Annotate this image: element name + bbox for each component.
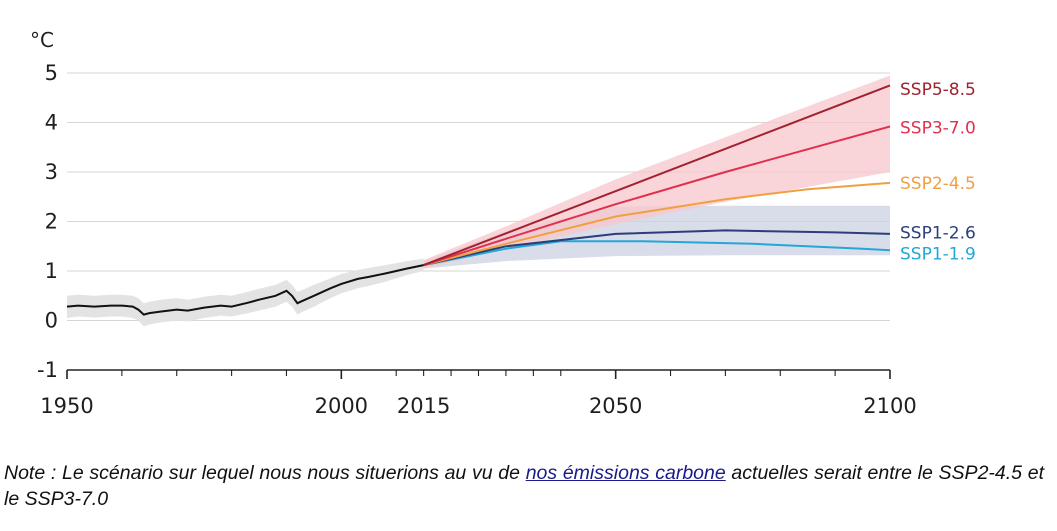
series-line <box>423 125 891 267</box>
x-tick-label: 2015 <box>397 394 450 418</box>
series-label: SSP1-1.9 <box>900 245 976 265</box>
note-text-before: Note : Le scénario sur lequel nous nous … <box>4 462 526 484</box>
y-tick-label: 5 <box>45 61 58 85</box>
x-tick-label: 2000 <box>315 394 368 418</box>
y-tick-label: 0 <box>45 309 58 333</box>
series-label: SSP2-4.5 <box>900 174 976 194</box>
y-tick-label: -1 <box>37 358 58 382</box>
historical-range-band <box>67 258 424 327</box>
historical-line <box>66 264 424 316</box>
x-tick-label: 2050 <box>589 394 642 418</box>
x-tick-label: 2100 <box>863 394 916 418</box>
y-axis-labels: 5 4 3 2 1 0 -1 <box>37 61 58 382</box>
uncertainty-bands <box>67 75 890 327</box>
scenario-range-band <box>423 205 890 269</box>
series-line <box>423 229 891 267</box>
chart-note: Note : Le scénario sur lequel nous nous … <box>4 460 1044 512</box>
unit-label: °C <box>30 28 54 52</box>
series-label: SSP1-2.6 <box>900 223 976 243</box>
series-line <box>423 181 891 267</box>
x-axis-labels: 1950 2000 2015 2050 2100 <box>40 394 916 418</box>
y-tick-label: 4 <box>45 111 58 135</box>
y-tick-label: 1 <box>45 259 58 283</box>
x-axis <box>66 369 891 379</box>
y-tick-label: 2 <box>45 210 58 234</box>
y-tick-label: 3 <box>45 160 58 184</box>
emissions-link[interactable]: nos émissions carbone <box>525 462 726 484</box>
series-label: SSP3-7.0 <box>900 118 976 138</box>
series-line <box>423 240 891 267</box>
series-lines <box>66 84 891 316</box>
note-text-after: actuelles serait entre le SSP2-4.5 et le… <box>4 462 1044 510</box>
series-line <box>423 84 891 267</box>
x-tick-label: 1950 <box>40 394 93 418</box>
series-label: SSP5-8.5 <box>900 80 976 100</box>
